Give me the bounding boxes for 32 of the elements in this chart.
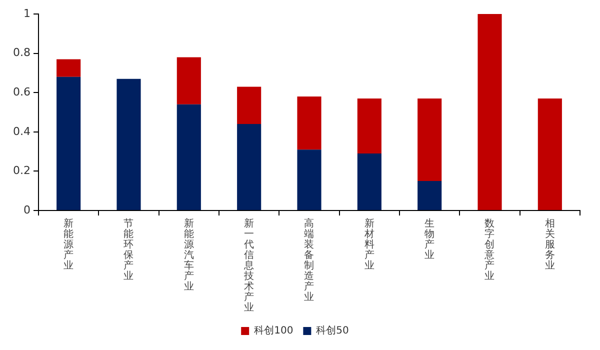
y-tick-label: 0 (23, 203, 30, 216)
bar (297, 150, 322, 210)
x-tick-label: 新材料产业 (363, 217, 374, 272)
x-tick-label: 新能源产业 (64, 217, 74, 272)
bar (176, 104, 201, 210)
bar (176, 57, 201, 104)
bar (357, 154, 382, 210)
legend-label: 科创100 (254, 324, 294, 337)
y-tick-label: 1 (23, 6, 30, 20)
bar (237, 86, 262, 124)
y-tick-label: 0.6 (12, 85, 30, 98)
bar (357, 98, 382, 154)
x-tick-label: 新能源汽车产业 (184, 217, 194, 292)
bar (418, 98, 442, 182)
bar (237, 124, 262, 210)
y-tick-label: 0.8 (12, 46, 30, 60)
bar (538, 98, 562, 210)
bar (418, 181, 442, 210)
bar (478, 14, 502, 210)
y-tick-label: 0.4 (12, 124, 30, 138)
x-tick-label: 生物产业 (424, 217, 435, 261)
bar (56, 59, 81, 77)
y-tick-label: 0.2 (12, 164, 30, 178)
x-tick-label: 节能环保产业 (124, 217, 134, 282)
category-label: 新一代信息技术产业 (244, 218, 254, 314)
legend-label: 科创50 (316, 324, 349, 337)
bar (56, 76, 81, 210)
bar (297, 96, 322, 150)
x-tick-label: 相关服务业 (544, 217, 555, 272)
x-tick-label: 数字创意产业 (484, 218, 495, 282)
bar (116, 78, 141, 210)
x-tick-label: 高端装备制造产业 (304, 217, 314, 303)
